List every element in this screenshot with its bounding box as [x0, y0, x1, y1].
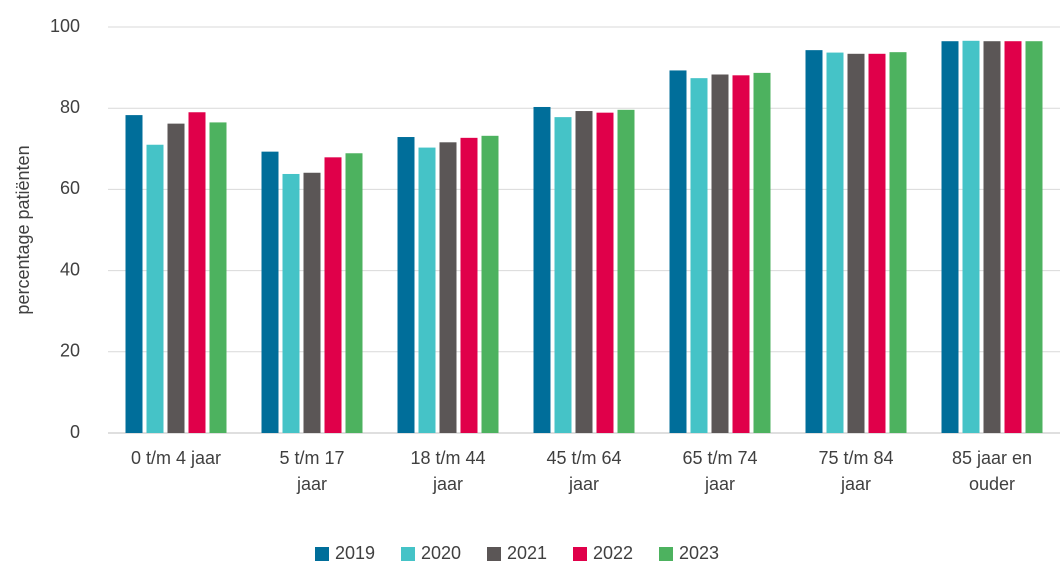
bar: [889, 52, 907, 434]
y-axis-label: percentage patiënten: [13, 145, 33, 314]
bar: [575, 111, 593, 434]
legend-label: 2019: [335, 543, 375, 563]
y-tick-label: 40: [60, 259, 80, 279]
bar: [1025, 41, 1043, 434]
bar: [481, 135, 499, 434]
bar: [345, 153, 363, 434]
y-tick-label: 60: [60, 178, 80, 198]
bar: [805, 50, 823, 433]
x-tick-label: 75 t/m 84 jaar: [818, 448, 894, 494]
bar: [711, 74, 729, 433]
x-tick-label: 65 t/m 74 jaar: [682, 448, 758, 494]
legend-swatch: [487, 547, 501, 561]
bar: [188, 112, 206, 433]
bar: [868, 53, 886, 434]
bar: [554, 117, 572, 433]
bar: [167, 123, 185, 434]
legend-label: 2023: [679, 543, 719, 563]
legend-swatch: [573, 547, 587, 561]
y-tick-label: 20: [60, 341, 80, 361]
x-tick-label: 5 t/m 17 jaar: [279, 448, 345, 494]
bar: [596, 112, 614, 433]
bar: [1004, 41, 1022, 434]
bar: [324, 157, 342, 434]
bar: [669, 70, 687, 433]
bar: [732, 75, 750, 434]
x-tick-label: 85 jaar en ouder: [951, 448, 1033, 494]
legend-swatch: [401, 547, 415, 561]
bar: [209, 122, 227, 433]
bar: [261, 151, 279, 433]
x-tick-label: 18 t/m 44 jaar: [410, 448, 486, 494]
bar: [397, 137, 415, 433]
legend-label: 2020: [421, 543, 461, 563]
bar: [847, 53, 865, 434]
bar: [282, 173, 300, 434]
x-tick-label: 0 t/m 4 jaar: [130, 448, 222, 468]
legend-label: 2022: [593, 543, 633, 563]
legend-label: 2021: [507, 543, 547, 563]
bar: [826, 52, 844, 433]
bar: [146, 144, 164, 434]
bar: [439, 142, 457, 433]
bar: [125, 115, 143, 434]
bar: [962, 40, 980, 433]
legend-swatch: [659, 547, 673, 561]
bar: [418, 147, 436, 433]
bar: [617, 109, 635, 433]
y-tick-label: 80: [60, 97, 80, 117]
bar: [303, 172, 321, 433]
bar: [690, 78, 708, 433]
bar: [460, 137, 478, 433]
y-tick-label: 0: [70, 422, 80, 442]
legend-swatch: [315, 547, 329, 561]
bar: [753, 72, 771, 434]
bar: [941, 41, 959, 434]
bar: [533, 106, 551, 434]
y-tick-label: 100: [50, 16, 80, 36]
bar: [983, 41, 1001, 434]
x-tick-label: 45 t/m 64 jaar: [546, 448, 622, 494]
